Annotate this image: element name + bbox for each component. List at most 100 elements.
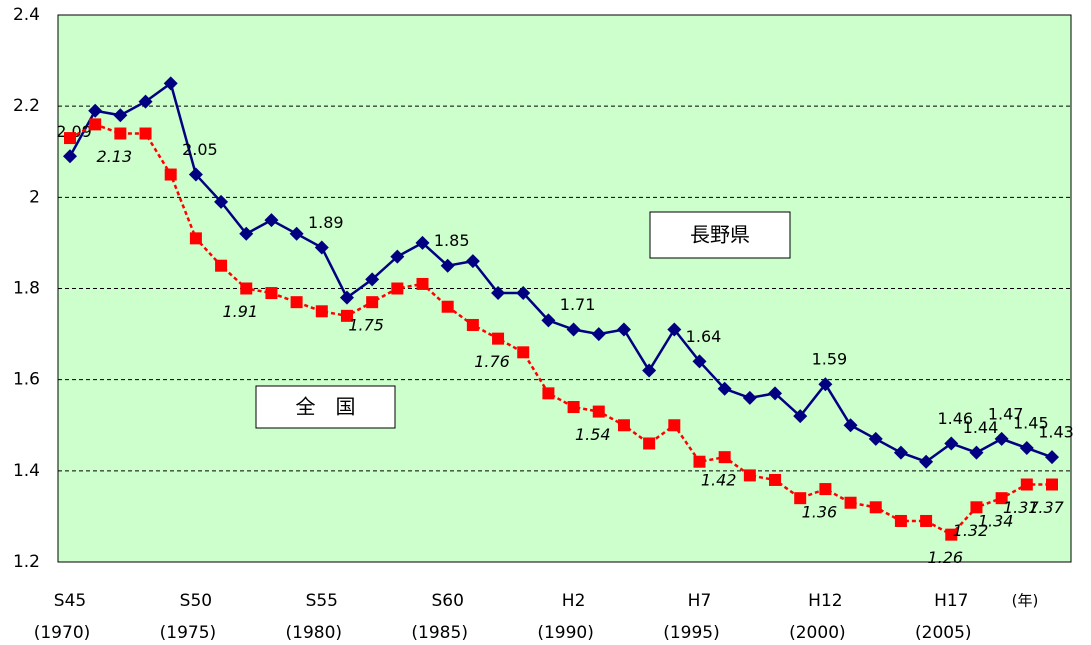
point-marker xyxy=(869,501,882,514)
data-label: 1.59 xyxy=(812,350,848,369)
point-marker xyxy=(868,431,883,446)
data-label: 1.45 xyxy=(1013,414,1049,433)
point-marker xyxy=(717,381,732,396)
data-label: 1.75 xyxy=(348,316,384,335)
point-marker xyxy=(415,235,430,250)
data-label: 2.05 xyxy=(182,140,218,159)
data-label: 1.71 xyxy=(560,295,596,314)
x-tick-year: (1975) xyxy=(160,623,217,643)
point-marker xyxy=(289,226,304,241)
legend-box xyxy=(649,211,791,259)
point-marker xyxy=(391,282,404,295)
point-marker xyxy=(390,249,405,264)
x-tick-year: (2005) xyxy=(915,623,972,643)
x-tick-label: S50 xyxy=(180,591,212,611)
point-marker xyxy=(365,272,380,287)
point-marker xyxy=(290,296,303,309)
point-marker xyxy=(894,514,907,527)
data-label: 1.32 xyxy=(953,521,989,540)
data-label: 1.37 xyxy=(1028,498,1064,517)
x-tick-label: H7 xyxy=(688,591,712,611)
point-marker xyxy=(542,387,555,400)
x-tick-label: H12 xyxy=(808,591,842,611)
x-tick-year: (1980) xyxy=(286,623,343,643)
point-marker xyxy=(163,76,178,91)
point-marker xyxy=(617,419,630,432)
data-label: 2.13 xyxy=(97,147,133,166)
point-marker xyxy=(692,354,707,369)
point-marker xyxy=(818,377,833,392)
point-marker xyxy=(138,94,153,109)
point-marker xyxy=(215,259,228,272)
data-label: 1.91 xyxy=(222,302,258,321)
x-tick-label: H17 xyxy=(934,591,968,611)
point-marker xyxy=(339,290,354,305)
x-unit: (年) xyxy=(1012,592,1039,610)
point-marker xyxy=(919,454,934,469)
data-label: 1.47 xyxy=(988,404,1024,423)
point-marker xyxy=(742,390,757,405)
data-label: 1.34 xyxy=(978,512,1014,531)
point-marker xyxy=(416,277,429,290)
data-label: 1.85 xyxy=(434,231,470,250)
point-marker xyxy=(566,322,581,337)
point-marker xyxy=(113,108,128,123)
y-tick-label: 1.8 xyxy=(13,279,40,299)
point-marker xyxy=(793,409,808,424)
point-marker xyxy=(642,363,657,378)
x-tick-label: S45 xyxy=(54,591,86,611)
point-marker xyxy=(592,405,605,418)
point-marker xyxy=(440,258,455,273)
point-marker xyxy=(466,318,479,331)
data-label: 1.26 xyxy=(927,548,963,567)
data-label: 1.54 xyxy=(575,425,611,444)
point-marker xyxy=(970,501,983,514)
point-marker xyxy=(794,492,807,505)
y-tick-label: 2.2 xyxy=(13,96,40,116)
point-marker xyxy=(240,282,253,295)
point-marker xyxy=(189,232,202,245)
point-marker xyxy=(1020,478,1033,491)
data-label: 1.64 xyxy=(686,327,722,346)
point-marker xyxy=(969,445,984,460)
point-marker xyxy=(88,103,103,118)
point-marker xyxy=(89,118,102,131)
data-label: 1.44 xyxy=(963,418,999,437)
x-tick-year: (2000) xyxy=(789,623,846,643)
data-label: 1.46 xyxy=(937,409,973,428)
point-marker xyxy=(366,296,379,309)
data-label: 1.42 xyxy=(701,471,737,490)
point-marker xyxy=(743,469,756,482)
data-label: 1.89 xyxy=(308,213,344,232)
legend-box xyxy=(255,385,396,429)
point-marker xyxy=(643,437,656,450)
y-tick-label: 1.4 xyxy=(13,461,40,481)
point-marker xyxy=(164,168,177,181)
point-marker xyxy=(945,528,958,541)
point-marker xyxy=(893,445,908,460)
point-marker xyxy=(265,287,278,300)
point-marker xyxy=(718,451,731,464)
point-marker xyxy=(994,431,1009,446)
point-marker xyxy=(239,226,254,241)
x-tick-year: (1985) xyxy=(411,623,468,643)
y-tick-label: 1.2 xyxy=(13,552,40,572)
legend-label: 全 国 xyxy=(296,395,356,419)
point-marker xyxy=(491,286,506,301)
x-tick-year: (1995) xyxy=(663,623,720,643)
data-label: 1.76 xyxy=(474,352,510,371)
series-line xyxy=(68,81,1053,464)
legend-label: 長野県 xyxy=(690,223,750,247)
point-marker xyxy=(591,327,606,342)
x-tick-label: S60 xyxy=(431,591,463,611)
point-marker xyxy=(63,149,77,164)
point-marker xyxy=(64,132,76,145)
point-marker xyxy=(667,322,682,337)
point-marker xyxy=(920,514,933,527)
point-marker xyxy=(768,386,783,401)
point-marker xyxy=(843,418,858,433)
point-marker xyxy=(264,213,279,228)
point-marker xyxy=(214,194,229,209)
point-marker xyxy=(139,127,152,140)
